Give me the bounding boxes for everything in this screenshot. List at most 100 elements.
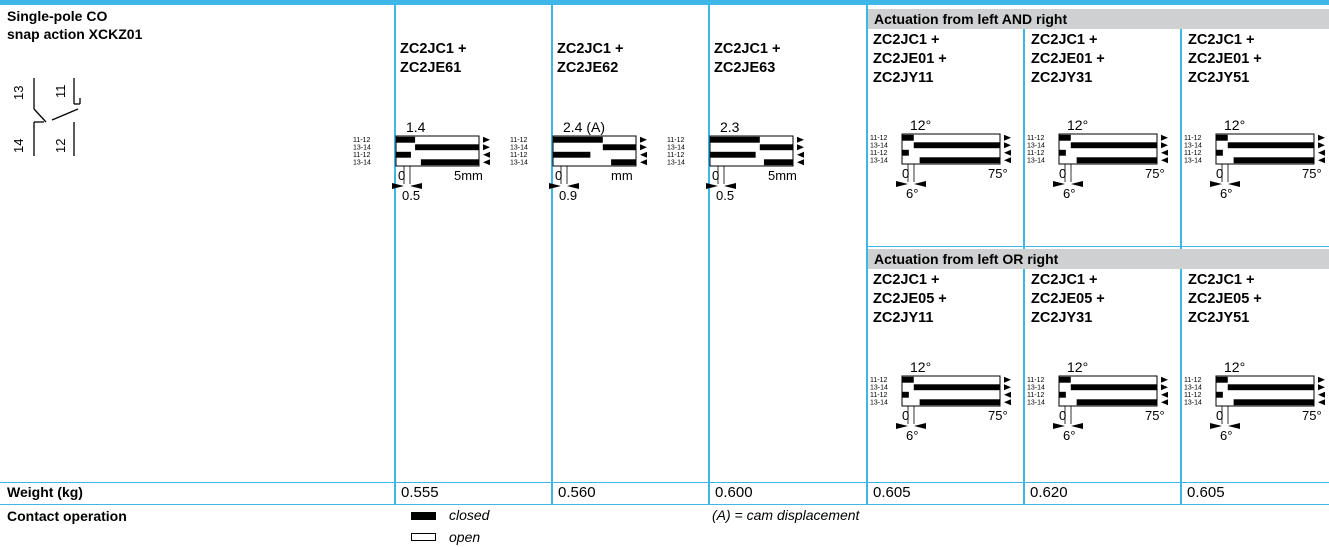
- open-legend-text: open: [449, 529, 481, 545]
- axis-start-label: 0: [902, 408, 909, 423]
- travel-bottom-label: 6°: [1063, 428, 1075, 443]
- product-reference-line: ZC2JC1 +: [557, 41, 624, 57]
- column-divider: [551, 0, 553, 505]
- closed-segment: [611, 159, 636, 166]
- product-reference-line: ZC2JE63: [714, 60, 776, 76]
- terminal-12-label: 12: [53, 139, 68, 153]
- contact-row-label: 13-14: [870, 143, 888, 150]
- closed-segment: [919, 157, 1000, 164]
- terminal-13-label: 13: [11, 86, 26, 100]
- section-divider: [866, 246, 1329, 247]
- weight-value: 0.620: [1030, 484, 1068, 501]
- product-reference-line: ZC2JE05 +: [1031, 291, 1105, 307]
- travel-top-label: 2.4 (A): [563, 119, 605, 135]
- contact-row-label: 13-14: [1184, 143, 1202, 150]
- contact-row-label: 13-14: [1184, 400, 1202, 407]
- top-accent-bar: [0, 0, 1329, 5]
- travel-bottom-label: 6°: [1220, 186, 1232, 201]
- product-reference-line: ZC2JY11: [873, 70, 934, 86]
- group-header-and: Actuation from left AND right: [868, 9, 1329, 29]
- contact-row-label: 11-12: [510, 152, 527, 159]
- product-reference-line: ZC2JE05 +: [1188, 291, 1262, 307]
- diagram-cell: 11-12 13-14 11-12 13-14 12° 0 75° 6°: [1182, 352, 1329, 457]
- closed-segment: [1227, 142, 1314, 149]
- contact-row-label: 11-12: [667, 152, 684, 159]
- travel-bottom-label: 6°: [1063, 186, 1075, 201]
- diagram-cell: 11-12 13-14 11-12 13-14 12° 0 75° 6°: [1025, 352, 1175, 457]
- contact-row-label: 13-14: [667, 145, 685, 152]
- closed-segment: [553, 151, 591, 158]
- contact-row-label: 11-12: [353, 137, 370, 144]
- contact-row-label: 13-14: [510, 160, 528, 167]
- weight-value: 0.555: [401, 484, 439, 501]
- travel-top-label: 12°: [910, 359, 931, 375]
- travel-bottom-label: 6°: [906, 428, 918, 443]
- open-swatch: [411, 533, 436, 541]
- product-reference-line: ZC2JE01 +: [1188, 51, 1262, 67]
- closed-segment: [902, 391, 909, 398]
- closed-segment: [396, 136, 416, 143]
- contact-row-label: 11-12: [870, 135, 887, 142]
- weight-row-bottom-border: [0, 504, 1329, 505]
- closed-segment: [902, 134, 914, 141]
- contact-row-label: 13-14: [1184, 158, 1202, 165]
- weight-row-top-border: [0, 482, 1329, 483]
- product-reference-line: ZC2JY51: [1188, 70, 1250, 86]
- closed-segment: [913, 384, 1000, 391]
- contact-row-label: 13-14: [1027, 143, 1045, 150]
- product-reference-line: ZC2JC1 +: [873, 32, 940, 48]
- closed-segment: [602, 144, 636, 151]
- travel-top-label: 12°: [910, 117, 931, 133]
- contact-row-label: 11-12: [870, 377, 887, 384]
- contact-row-label: 13-14: [870, 158, 888, 165]
- closed-segment: [902, 149, 909, 156]
- closed-segment: [1216, 134, 1228, 141]
- device-title-line1: Single-pole CO: [7, 8, 108, 24]
- contact-symbol-diagram: 13 11 14 12: [11, 78, 81, 156]
- contact-row-label: 13-14: [353, 145, 371, 152]
- contact-operation-label: Contact operation: [7, 508, 127, 524]
- diagram-cell: 11-12 13-14 11-12 13-14 2.4 (A) 0 mm 0.9: [508, 112, 658, 217]
- contact-row-label: 11-12: [1027, 135, 1044, 142]
- axis-start-label: 0: [1216, 166, 1223, 181]
- contact-row-label: 11-12: [510, 137, 527, 144]
- contact-row-label: 13-14: [353, 160, 371, 167]
- travel-bottom-label: 0.9: [559, 188, 577, 203]
- product-reference-line: ZC2JE05 +: [873, 291, 947, 307]
- product-reference-line: ZC2JC1 +: [714, 41, 781, 57]
- axis-start-label: 0: [555, 168, 562, 183]
- contact-row-label: 13-14: [870, 400, 888, 407]
- closed-legend-text: closed: [449, 507, 490, 523]
- product-reference-line: ZC2JC1 +: [400, 41, 467, 57]
- axis-end-label: 75°: [1302, 408, 1322, 423]
- closed-segment: [1059, 376, 1071, 383]
- axis-end-label: 75°: [1302, 166, 1322, 181]
- closed-segment: [1076, 157, 1157, 164]
- closed-segment: [919, 399, 1000, 406]
- travel-bottom-label: 0.5: [716, 188, 734, 203]
- product-reference-line: ZC2JY31: [1031, 70, 1093, 86]
- contact-row-label: 13-14: [870, 385, 888, 392]
- product-reference-line: ZC2JE01 +: [873, 51, 947, 67]
- contact-row-label: 11-12: [1027, 392, 1044, 399]
- closed-segment: [759, 144, 793, 151]
- closed-segment: [1233, 399, 1314, 406]
- axis-start-label: 0: [1216, 408, 1223, 423]
- product-reference-line: ZC2JY51: [1188, 310, 1250, 326]
- contact-row-label: 11-12: [1027, 377, 1044, 384]
- travel-bottom-label: 6°: [1220, 428, 1232, 443]
- closed-segment: [1233, 157, 1314, 164]
- closed-segment: [1227, 384, 1314, 391]
- travel-top-label: 1.4: [406, 119, 426, 135]
- closed-segment: [1216, 376, 1228, 383]
- closed-segment: [420, 159, 479, 166]
- product-reference-line: ZC2JC1 +: [1188, 32, 1255, 48]
- axis-end-label: 75°: [1145, 166, 1165, 181]
- closed-segment: [1070, 384, 1157, 391]
- axis-end-label: mm: [611, 168, 633, 183]
- closed-segment: [710, 136, 760, 143]
